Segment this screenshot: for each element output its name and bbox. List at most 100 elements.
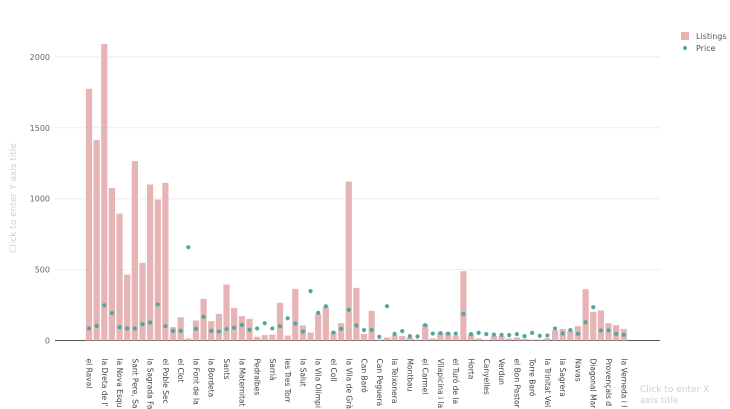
bar-61 [551, 330, 559, 341]
price-point-47 [445, 331, 451, 336]
price-point-19 [232, 325, 237, 330]
bar-63 [567, 330, 574, 341]
x-tick-label: la Salut [298, 359, 307, 387]
x-tick-label: la Trinitat Vel [543, 359, 552, 408]
price-point-62 [560, 331, 565, 336]
bar-20 [238, 316, 245, 341]
legend-swatch-listings [681, 32, 689, 40]
price-point-64 [575, 331, 581, 336]
price-point-25 [277, 324, 283, 329]
x-tick-label: la Nova Esqu [115, 359, 124, 408]
bar-35 [353, 287, 360, 341]
bar-9 [154, 199, 161, 341]
price-point-34 [346, 307, 351, 312]
legend-item-listings[interactable]: Listings [681, 32, 727, 41]
bar-59 [536, 339, 543, 341]
y-axis-title[interactable]: Click to enter Y axis title [9, 143, 19, 253]
price-point-39 [384, 304, 390, 309]
x-tick-label: Can Peguera [375, 359, 384, 407]
price-point-55 [507, 333, 512, 338]
x-tick-label: la Sagrada Fa [146, 359, 155, 409]
x-tick-label: Sants [222, 359, 231, 380]
x-tick-label: Montbau [405, 359, 414, 392]
price-point-54 [499, 332, 504, 337]
price-point-22 [254, 326, 260, 331]
price-point-35 [354, 323, 359, 328]
listings-bars [85, 44, 627, 341]
bar-39 [383, 337, 391, 341]
price-points [86, 245, 626, 339]
bar-25 [276, 302, 284, 341]
bar-24 [269, 334, 276, 341]
x-tick-label: la Sagrera [558, 359, 567, 397]
price-point-61 [552, 326, 558, 331]
price-point-24 [270, 326, 275, 331]
x-tick-label: el Poble Sec [161, 359, 170, 404]
price-point-41 [400, 329, 405, 334]
price-point-4 [117, 325, 122, 330]
bar-58 [529, 339, 536, 341]
price-point-8 [148, 320, 153, 325]
price-point-20 [239, 322, 244, 328]
x-tick-label: el Coll [329, 359, 338, 382]
price-point-52 [484, 332, 489, 337]
x-tick-label: Sant Pere, Sa [130, 359, 139, 409]
price-point-70 [621, 332, 626, 337]
x-tick-label: la Vila de Grà [344, 359, 353, 409]
bar-22 [253, 336, 261, 341]
bar-32 [330, 331, 337, 341]
x-tick-label: Sarrià [268, 359, 277, 381]
x-tick-label: Canyelles [482, 359, 491, 395]
price-point-27 [293, 321, 298, 326]
bar-27 [292, 288, 299, 341]
price-point-58 [530, 330, 535, 335]
bar-37 [368, 310, 375, 341]
bar-67 [597, 310, 604, 341]
price-point-68 [606, 328, 611, 333]
price-point-33 [339, 326, 344, 331]
bar-43 [414, 339, 421, 341]
bar-13 [185, 338, 192, 341]
x-tick-label: Verdun [497, 359, 506, 386]
y-tick-label: 0 [45, 337, 50, 346]
price-point-67 [598, 328, 603, 333]
bar-18 [223, 284, 230, 341]
price-point-26 [285, 316, 290, 321]
price-point-5 [125, 326, 130, 331]
price-point-18 [224, 327, 229, 332]
price-point-49 [461, 311, 466, 316]
price-point-15 [201, 314, 206, 319]
price-point-6 [132, 326, 137, 331]
price-point-23 [262, 321, 267, 326]
price-point-46 [438, 331, 443, 336]
x-tick-label: les Tres Torr [283, 359, 292, 404]
price-point-11 [170, 328, 176, 333]
bar-49 [460, 271, 467, 341]
bar-29 [307, 332, 314, 341]
x-tick-label: Diagonal Mar [589, 359, 598, 409]
bar-3 [108, 187, 116, 341]
price-point-7 [140, 322, 145, 327]
x-tick-label: el Clot [176, 359, 185, 383]
price-point-65 [583, 320, 588, 325]
bar-5 [124, 274, 131, 341]
price-point-32 [331, 330, 336, 335]
bar-10 [162, 182, 169, 341]
bar-46 [437, 332, 444, 341]
bar-55 [506, 338, 513, 341]
bar-17 [215, 313, 222, 341]
bar-57 [521, 338, 528, 341]
legend-item-price[interactable]: Price [683, 44, 716, 53]
price-point-69 [614, 331, 619, 336]
x-tick-label: el Turó de la [451, 359, 460, 405]
x-axis-title-line: Click to enter X [640, 385, 709, 395]
price-point-51 [476, 330, 481, 335]
x-tick-label: Vilapicina i la [436, 359, 445, 409]
x-tick-label: Horta [467, 359, 476, 380]
price-point-1 [94, 323, 99, 328]
bar-26 [284, 335, 291, 341]
price-point-14 [193, 326, 199, 331]
x-tick-label: la Verneda i l [619, 359, 628, 408]
price-point-37 [369, 327, 374, 332]
